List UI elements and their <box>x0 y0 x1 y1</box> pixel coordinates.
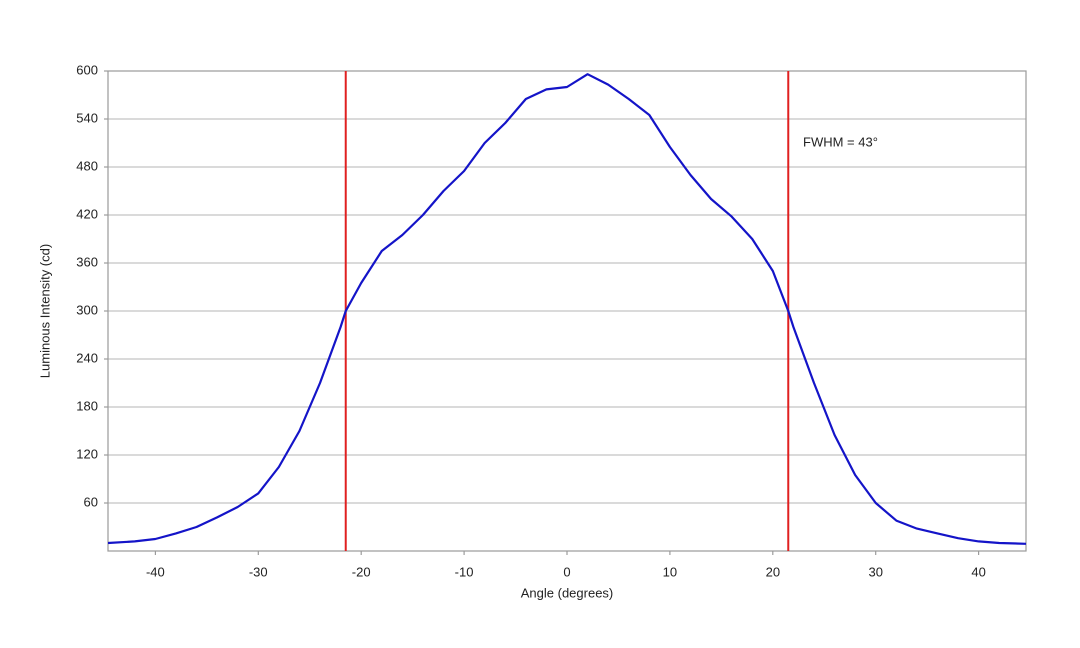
x-tick-label: 40 <box>971 564 985 579</box>
x-axis-label: Angle (degrees) <box>521 585 614 600</box>
x-tick-label: 30 <box>869 564 883 579</box>
y-tick-label: 180 <box>76 398 98 413</box>
x-tick-label: -30 <box>249 564 268 579</box>
x-tick-label: 0 <box>563 564 570 579</box>
plot-frame <box>107 70 1027 552</box>
x-tick-label: 10 <box>663 564 677 579</box>
y-tick-label: 360 <box>76 254 98 269</box>
x-tick-label: -20 <box>352 564 371 579</box>
y-tick-label: 600 <box>76 62 98 77</box>
x-tick-label: -40 <box>146 564 165 579</box>
data-line <box>107 73 1027 545</box>
y-tick-label: 240 <box>76 350 98 365</box>
y-tick-label: 480 <box>76 158 98 173</box>
y-tick-label: 420 <box>76 206 98 221</box>
y-tick-label: 120 <box>76 446 98 461</box>
y-tick-label: 300 <box>76 302 98 317</box>
y-axis-label: Luminous Intensity (cd) <box>37 244 52 378</box>
y-tick-label: 540 <box>76 110 98 125</box>
annotation: FWHM = 43° <box>803 134 878 149</box>
x-tick-label: 20 <box>766 564 780 579</box>
y-tick-label: 60 <box>84 494 98 509</box>
x-tick-label: -10 <box>455 564 474 579</box>
